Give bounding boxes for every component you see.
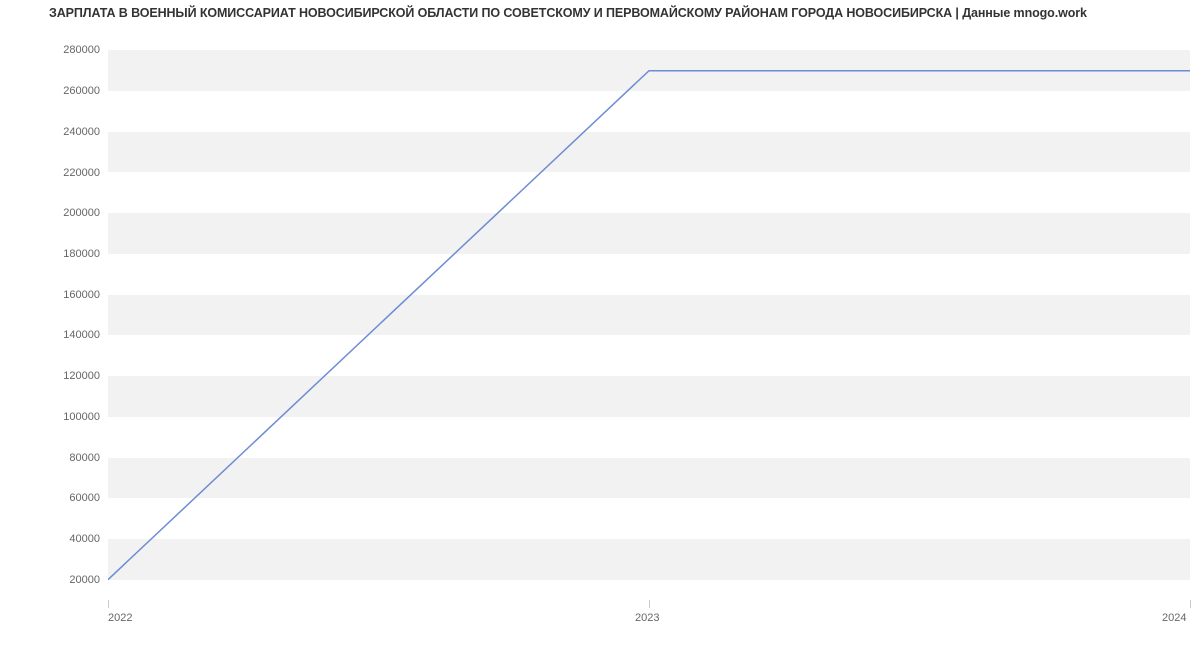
y-axis-tick-label: 160000 [40,289,100,301]
x-axis-tick-label: 2024 [1162,612,1186,624]
salary-chart: ЗАРПЛАТА В ВОЕННЫЙ КОМИССАРИАТ НОВОСИБИР… [0,0,1200,650]
x-axis-tick [108,600,109,608]
y-axis-tick-label: 100000 [40,411,100,423]
y-axis-tick-label: 40000 [40,533,100,545]
plot-area: 2000040000600008000010000012000014000016… [108,30,1190,600]
y-axis-tick-label: 240000 [40,126,100,138]
x-axis-tick-label: 2022 [108,612,132,624]
y-axis-tick-label: 260000 [40,85,100,97]
y-axis-tick-label: 200000 [40,207,100,219]
y-axis-tick-label: 280000 [40,44,100,56]
x-axis-tick-label: 2023 [635,612,659,624]
x-axis-tick [1190,600,1191,608]
chart-svg-layer [108,30,1190,600]
series-line-salary [108,71,1190,580]
y-axis-tick-label: 80000 [40,452,100,464]
y-axis-tick-label: 20000 [40,574,100,586]
y-axis-tick-label: 60000 [40,492,100,504]
y-axis-tick-label: 140000 [40,329,100,341]
y-axis-tick-label: 180000 [40,248,100,260]
y-axis-tick-label: 220000 [40,167,100,179]
y-axis-tick-label: 120000 [40,370,100,382]
x-axis-tick [649,600,650,608]
chart-title: ЗАРПЛАТА В ВОЕННЫЙ КОМИССАРИАТ НОВОСИБИР… [49,6,1087,20]
